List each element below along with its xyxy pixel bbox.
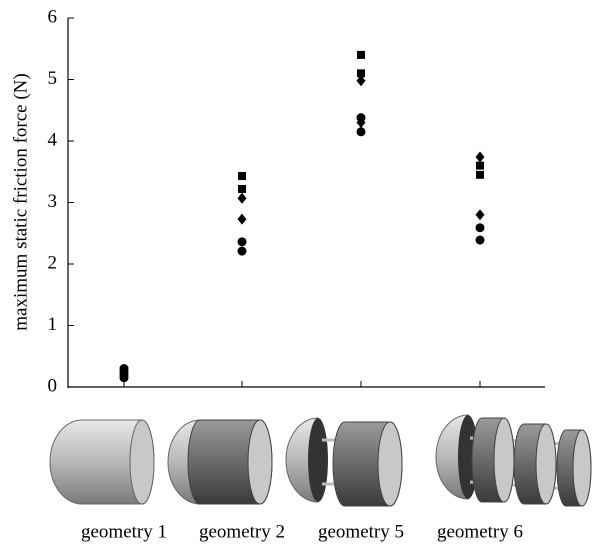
- diamond-point: [475, 209, 485, 221]
- circle-point: [475, 235, 485, 245]
- diamond-point: [237, 213, 247, 225]
- circle-point: [237, 246, 247, 256]
- square-point: [238, 184, 246, 193]
- x-tick-label: geometry 1: [81, 521, 167, 542]
- square-point: [476, 170, 484, 179]
- square-point: [357, 50, 365, 59]
- y-tick-label: 3: [48, 191, 58, 212]
- circle-point: [237, 237, 247, 247]
- y-tick-label: 6: [48, 6, 58, 27]
- square-point: [476, 161, 484, 170]
- y-tick-label: 4: [48, 129, 58, 150]
- y-axis-label: maximum static friction force (N): [10, 73, 31, 330]
- y-tick-label: 0: [48, 375, 58, 396]
- x-tick-label: geometry 6: [437, 521, 523, 542]
- y-tick-label: 2: [48, 252, 58, 273]
- circle-point: [356, 127, 366, 137]
- x-tick-label: geometry 5: [318, 521, 404, 542]
- circle-point: [475, 223, 485, 233]
- diamond-point: [237, 192, 247, 204]
- geometry-1-shape: [49, 419, 155, 505]
- diamond-point: [475, 151, 485, 163]
- circle-point: [356, 113, 366, 123]
- geometry-2-shape: [167, 419, 273, 505]
- geometry-5-shape: [285, 417, 403, 507]
- geometry-6-shape: [435, 414, 592, 507]
- square-point: [357, 69, 365, 78]
- circle-point: [119, 373, 129, 383]
- diamond-point: [356, 75, 366, 87]
- y-tick-label: 1: [48, 314, 58, 335]
- x-tick-label: geometry 2: [199, 521, 285, 542]
- square-point: [238, 172, 246, 181]
- y-tick-label: 5: [48, 68, 58, 89]
- geometry-illustrations: [49, 414, 592, 507]
